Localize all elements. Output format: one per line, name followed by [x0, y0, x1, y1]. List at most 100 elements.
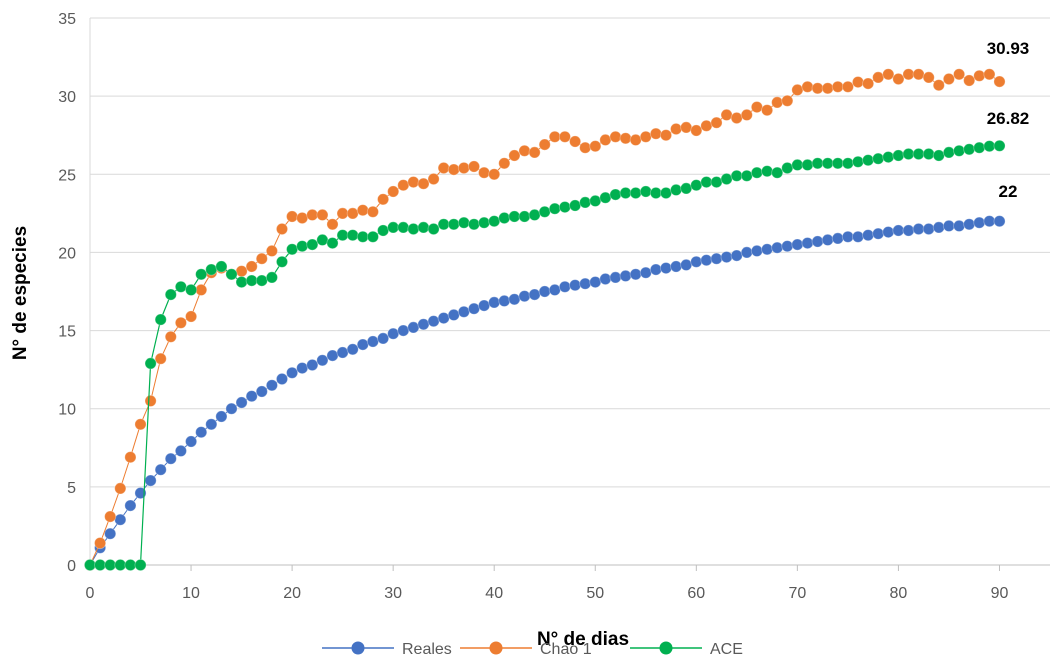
point-reales-85	[942, 219, 955, 232]
point-reales-75	[841, 230, 854, 243]
point-chao-1-72	[811, 82, 824, 95]
point-reales-20	[286, 366, 299, 379]
point-chao-1-86	[953, 68, 966, 81]
point-reales-8	[164, 452, 177, 465]
point-reales-36	[447, 308, 460, 321]
point-chao-1-55	[639, 130, 652, 143]
point-ace-5	[134, 559, 147, 572]
point-ace-51	[599, 191, 612, 204]
point-chao-1-85	[942, 73, 955, 86]
point-ace-37	[457, 216, 470, 229]
point-chao-1-66	[750, 101, 763, 114]
point-ace-89	[983, 140, 996, 153]
point-reales-18	[265, 379, 278, 392]
point-reales-71	[801, 237, 814, 250]
point-ace-60	[690, 179, 703, 192]
point-reales-43	[518, 290, 531, 303]
point-chao-1-78	[872, 71, 885, 84]
point-reales-73	[821, 233, 834, 246]
y-tick-label-15: 15	[58, 324, 76, 341]
point-reales-31	[397, 324, 410, 337]
point-chao-1-88	[973, 69, 986, 82]
point-ace-45	[538, 205, 551, 218]
point-ace-22	[306, 238, 319, 251]
point-ace-50	[589, 194, 602, 207]
point-ace-62	[710, 176, 723, 189]
legend-label-ace: ACE	[710, 641, 743, 658]
point-ace-82	[912, 147, 925, 160]
point-chao-1-59	[680, 121, 693, 134]
point-reales-72	[811, 235, 824, 248]
point-ace-69	[781, 161, 794, 174]
point-chao-1-11	[195, 283, 208, 296]
legend-item-ace: ACE	[630, 641, 743, 658]
point-ace-53	[619, 186, 632, 199]
point-chao-1-30	[387, 185, 400, 198]
point-reales-27	[356, 338, 369, 351]
point-ace-81	[902, 147, 915, 160]
point-reales-7	[154, 463, 167, 476]
point-ace-35	[437, 218, 450, 231]
point-reales-19	[275, 372, 288, 385]
point-chao-1-74	[831, 80, 844, 93]
point-chao-1-63	[720, 108, 733, 121]
point-reales-26	[346, 343, 359, 356]
point-chao-1-4	[124, 451, 137, 464]
point-reales-17	[255, 385, 268, 398]
point-ace-24	[326, 237, 339, 250]
x-tick-label-60: 60	[687, 585, 705, 602]
point-ace-8	[164, 288, 177, 301]
point-chao-1-43	[518, 144, 531, 157]
series-reales	[84, 215, 1006, 572]
point-chao-1-21	[296, 211, 309, 224]
point-reales-6	[144, 474, 157, 487]
point-chao-1-40	[488, 168, 501, 181]
point-ace-90	[993, 139, 1006, 152]
point-ace-32	[407, 222, 420, 235]
point-chao-1-67	[761, 104, 774, 117]
point-reales-55	[639, 266, 652, 279]
legend-label-chao-1: Chao 1	[540, 641, 592, 658]
point-reales-83	[922, 222, 935, 235]
point-reales-82	[912, 222, 925, 235]
point-ace-21	[296, 240, 309, 253]
point-reales-11	[195, 426, 208, 439]
point-chao-1-75	[841, 80, 854, 93]
legend-item-reales: Reales	[322, 641, 452, 658]
point-chao-1-5	[134, 418, 147, 431]
x-tick-label-80: 80	[890, 585, 908, 602]
x-tick-label-70: 70	[788, 585, 806, 602]
point-reales-63	[720, 251, 733, 264]
point-ace-80	[892, 149, 905, 162]
point-ace-68	[771, 166, 784, 179]
point-ace-12	[205, 263, 218, 276]
point-chao-1-16	[245, 260, 258, 273]
point-reales-2	[104, 527, 117, 540]
point-ace-20	[286, 243, 299, 256]
point-ace-3	[114, 559, 127, 572]
point-reales-14	[225, 402, 238, 415]
y-tick-label-20: 20	[58, 245, 76, 262]
point-reales-39	[478, 299, 491, 312]
point-chao-1-68	[771, 96, 784, 109]
point-reales-3	[114, 513, 127, 526]
point-ace-73	[821, 157, 834, 170]
point-chao-1-54	[629, 133, 642, 146]
point-reales-15	[235, 396, 248, 409]
x-tick-label-90: 90	[991, 585, 1009, 602]
legend-item-chao-1: Chao 1	[460, 641, 592, 658]
point-chao-1-6	[144, 394, 157, 407]
x-axis-title: N° de dias	[537, 629, 629, 650]
point-ace-63	[720, 172, 733, 185]
point-chao-1-36	[447, 163, 460, 176]
point-chao-1-22	[306, 208, 319, 221]
point-reales-46	[548, 283, 561, 296]
point-ace-18	[265, 271, 278, 284]
point-reales-4	[124, 499, 137, 512]
point-chao-1-53	[619, 132, 632, 145]
point-ace-87	[963, 143, 976, 156]
point-reales-60	[690, 255, 703, 268]
point-ace-33	[417, 221, 430, 234]
point-chao-1-62	[710, 116, 723, 129]
